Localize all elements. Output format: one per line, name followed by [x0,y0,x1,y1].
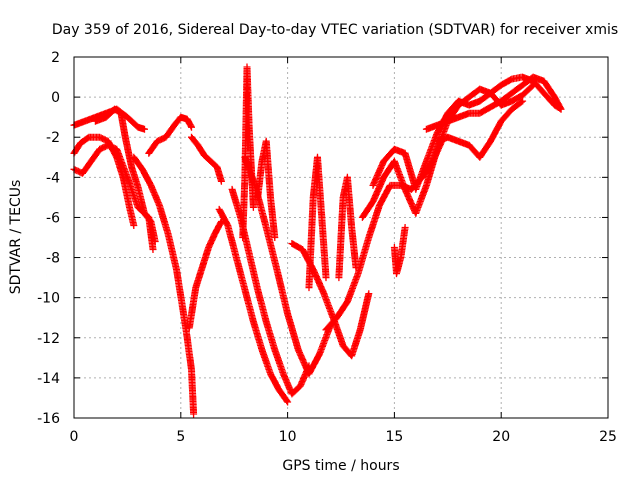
plot-frame [73,56,609,419]
series-pass-l [288,240,373,360]
y-tick-label: 2 [51,50,60,66]
series-spike-b [254,137,279,241]
series-spike-e [390,224,409,278]
series-pass-a [70,105,148,133]
series-pass-f [145,113,195,157]
y-tick-label: 0 [51,90,60,106]
y-tick-label: -16 [37,411,60,427]
series-pass-e [130,153,198,418]
series-pass-g [185,218,225,332]
series-pass-r [455,81,537,109]
series-pass-p [422,73,565,133]
y-tick-label: -2 [46,130,60,146]
x-tick-label: 5 [176,429,185,445]
series-pass-j [228,185,313,398]
x-tick-label: 15 [385,429,403,445]
series-spike-c [305,153,330,292]
y-tick-label: -12 [37,331,60,347]
series-pass-n [358,101,462,221]
series-pass-i [215,205,292,406]
x-tick-label: 0 [70,429,79,445]
series-pass-q [433,97,527,161]
y-tick-label: -4 [46,170,60,186]
y-tick-label: -8 [46,251,60,267]
series-spike-d [335,173,360,282]
series-pass-d [91,105,159,245]
series-spike-a [239,63,257,241]
x-tick-label: 25 [599,429,617,445]
y-axis-label: SDTVAR / TECUs [8,180,24,295]
chart-title: Day 359 of 2016, Sidereal Day-to-day VTE… [52,22,618,38]
x-tick-label: 10 [279,429,297,445]
data-series-group [70,63,565,418]
y-tick-label: -6 [46,210,60,226]
y-tick-label: -10 [37,291,60,307]
x-axis-label: GPS time / hours [282,458,399,474]
x-tick-label: 20 [492,429,510,445]
series-pass-o [369,73,565,193]
series-pass-h [188,133,225,185]
series-pass-c [70,141,157,253]
y-tick-label: -14 [37,371,60,387]
